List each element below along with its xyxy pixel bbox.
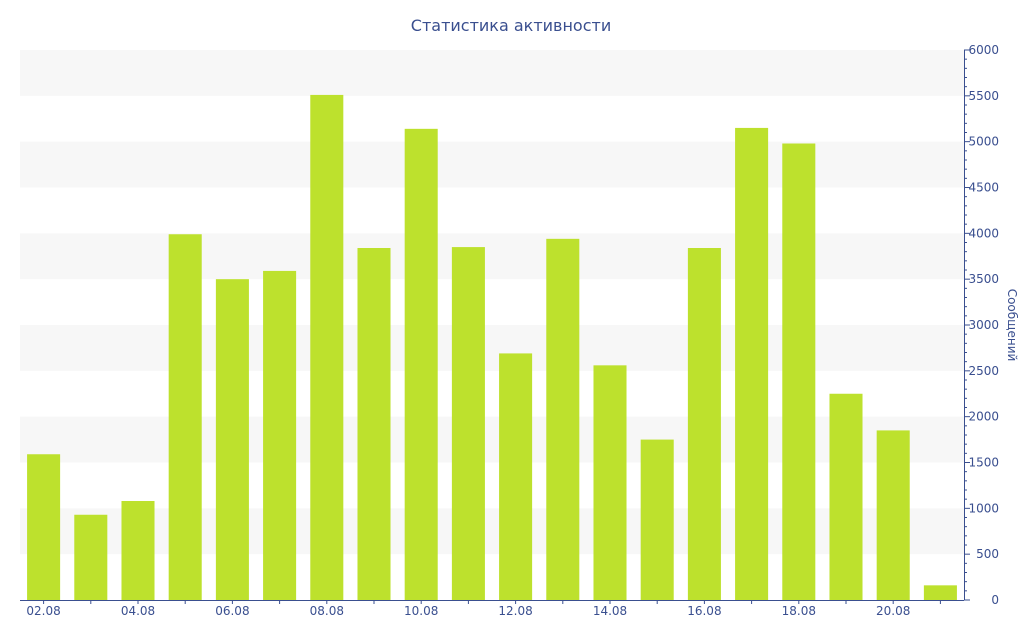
grid-band xyxy=(20,508,964,555)
y-tick-label: 1000 xyxy=(968,501,999,515)
bar-17.08 xyxy=(735,127,769,601)
x-tick-label: 04.08 xyxy=(121,604,155,618)
y-tick-label: 0 xyxy=(991,593,999,607)
bar-09.08 xyxy=(357,248,391,600)
bar-10.08 xyxy=(404,128,438,601)
y-tick-label: 5500 xyxy=(968,89,999,103)
x-tick-label: 18.08 xyxy=(782,604,816,618)
x-tick-labels: 02.08 04.08 06.08 08.08 10.08 12.08 14.08 16.08… xyxy=(26,604,910,618)
grid-band xyxy=(20,233,964,280)
y-tick-label: 500 xyxy=(976,547,999,561)
y-tick-label: 3000 xyxy=(968,318,999,332)
y-tick-label: 3500 xyxy=(968,272,999,286)
grid-bands xyxy=(20,50,964,555)
bar-04.08 xyxy=(121,501,155,600)
x-tick-label: 10.08 xyxy=(404,604,438,618)
x-tick-label: 06.08 xyxy=(215,604,249,618)
x-tick-label: 20.08 xyxy=(876,604,910,618)
grid-band xyxy=(20,50,964,96)
bar-14.08 xyxy=(593,365,627,600)
bar-20.08 xyxy=(876,430,910,600)
y-tick-label: 2000 xyxy=(968,410,999,424)
bar-07.08 xyxy=(263,270,297,600)
bar-03.08 xyxy=(74,514,108,600)
y-tick-label: 1500 xyxy=(968,456,999,470)
bar-21.08 xyxy=(923,585,957,600)
bar-16.08 xyxy=(687,248,721,600)
y-tick-labels: 0 500 1000 1500 2000 2500 3000 3500 4000 4500 5000… xyxy=(968,43,999,607)
bar-05.08 xyxy=(168,234,202,600)
grid-band xyxy=(20,325,964,371)
y-tick-label: 4500 xyxy=(968,181,999,195)
bar-02.08 xyxy=(27,454,61,600)
bar-13.08 xyxy=(546,238,580,601)
x-tick-label: 08.08 xyxy=(310,604,344,618)
y-axis-label: Сообщений xyxy=(1005,289,1019,362)
axes-group xyxy=(20,49,970,604)
x-tick-label: 16.08 xyxy=(687,604,721,618)
bar-18.08 xyxy=(782,143,816,600)
bars-group xyxy=(27,94,957,601)
y-tick-label: 5000 xyxy=(968,135,999,149)
bar-12.08 xyxy=(499,353,533,600)
chart-title: Статистика активности xyxy=(411,16,611,35)
bar-11.08 xyxy=(451,247,485,601)
x-tick-label: 14.08 xyxy=(593,604,627,618)
grid-band xyxy=(20,141,964,188)
bar-15.08 xyxy=(640,439,674,600)
bar-06.08 xyxy=(215,279,249,600)
bar-19.08 xyxy=(829,393,863,600)
y-tick-label: 6000 xyxy=(968,43,999,57)
grid-band xyxy=(20,416,964,463)
y-tick-label: 2500 xyxy=(968,364,999,378)
x-tick-label: 02.08 xyxy=(26,604,60,618)
x-tick-label: 12.08 xyxy=(498,604,532,618)
y-tick-label: 4000 xyxy=(968,226,999,240)
bar-08.08 xyxy=(310,94,344,601)
